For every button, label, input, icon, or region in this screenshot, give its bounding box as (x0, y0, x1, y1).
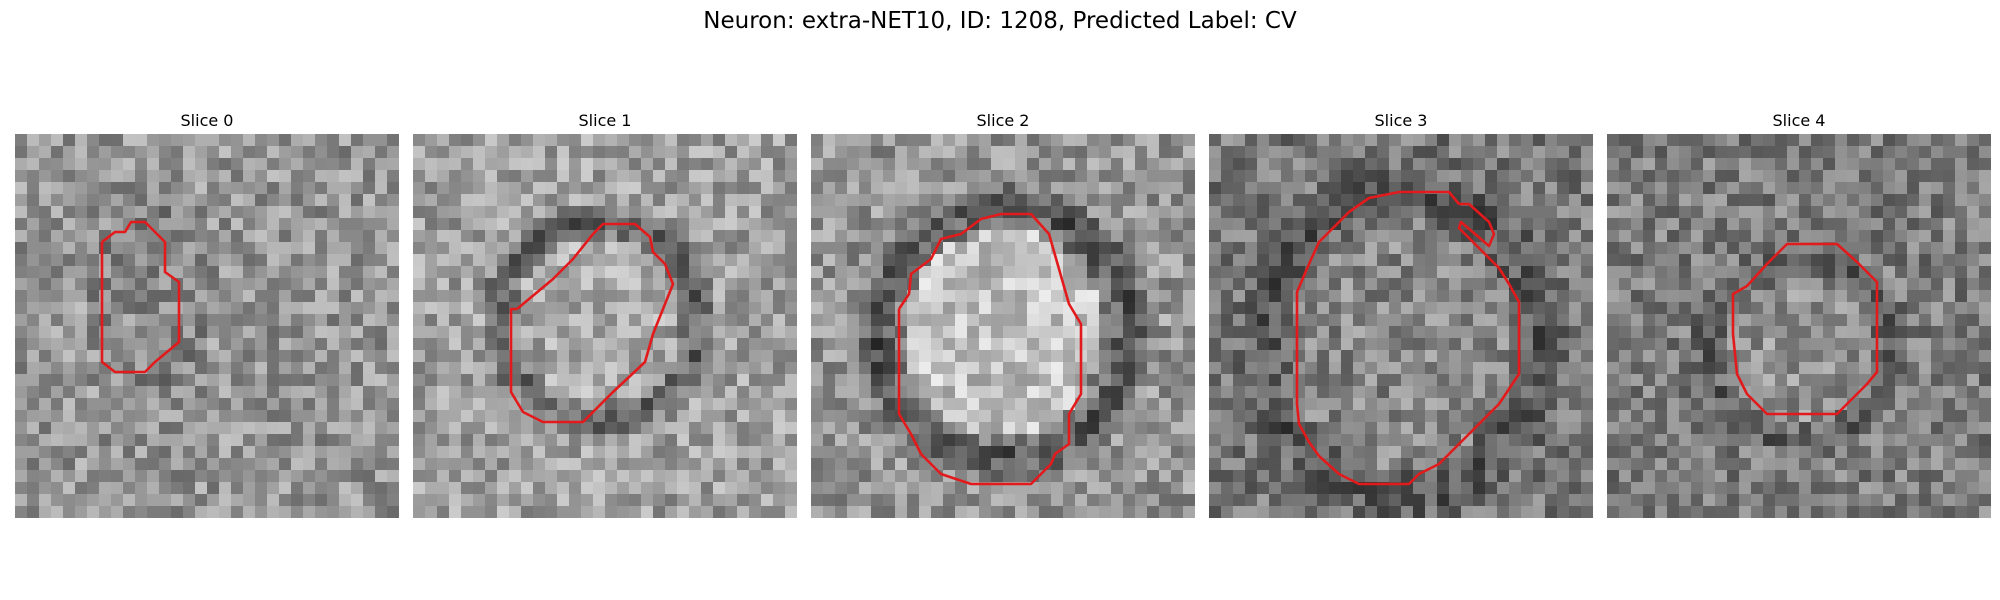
slice-panel-4: Slice 4 (1607, 108, 1991, 518)
slice-title-4: Slice 4 (1772, 111, 1826, 130)
slice-title-2: Slice 2 (976, 111, 1030, 130)
slice-image-2 (811, 134, 1195, 518)
slice-panel-1: Slice 1 (413, 108, 797, 518)
slice-title-3: Slice 3 (1374, 111, 1428, 130)
slice-title-0: Slice 0 (180, 111, 234, 130)
slice-title-1: Slice 1 (578, 111, 632, 130)
slice-image-1 (413, 134, 797, 518)
slice-panel-0: Slice 0 (15, 108, 399, 518)
slice-image-3 (1209, 134, 1593, 518)
slice-panel-3: Slice 3 (1209, 108, 1593, 518)
slice-panel-2: Slice 2 (811, 108, 1195, 518)
slice-image-4 (1607, 134, 1991, 518)
figure-title: Neuron: extra-NET10, ID: 1208, Predicted… (703, 8, 1297, 34)
slice-image-0 (15, 134, 399, 518)
